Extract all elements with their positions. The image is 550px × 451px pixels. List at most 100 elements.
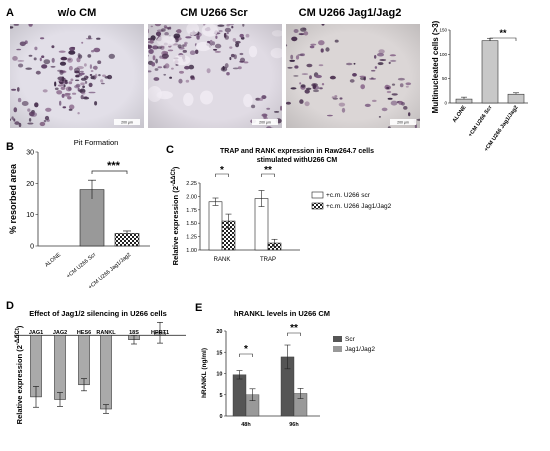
x-tick-label: TRAP <box>260 257 276 263</box>
x-tick-label: JAG1 <box>29 330 43 336</box>
cell <box>173 20 179 22</box>
chart-pit-formation: Pit Formation 0 10 20 30 % resorbed area ALONE… <box>8 138 150 291</box>
bar <box>100 335 112 410</box>
cell <box>424 118 427 122</box>
y-axis-label: Relative expression (2-ΔΔCt) <box>171 166 180 265</box>
significance-bracket <box>287 332 301 336</box>
panel-letter-a: A <box>6 7 14 19</box>
chart-hrankl-levels: hRANKL levels in U266 CM 0 5 10 15 20 hRANKL (… <box>201 309 375 428</box>
legend-swatch <box>333 346 342 352</box>
y-tick-label: 50 <box>442 76 448 81</box>
scale-bar <box>390 119 416 125</box>
cell <box>144 71 147 73</box>
x-tick-label: RANKL <box>96 330 116 336</box>
y-axis-label: % resorbed area <box>8 163 18 234</box>
y-tick-label: 20 <box>26 181 34 188</box>
y-tick-label: 2.00 <box>186 194 197 200</box>
cell <box>425 96 429 101</box>
scale-bar-label: 200 µm <box>397 121 409 125</box>
bar <box>455 98 473 104</box>
cell <box>2 37 9 41</box>
legend-swatch <box>311 202 324 210</box>
y-tick-label: 15 <box>216 350 222 356</box>
y-tick-label: 5 <box>219 393 222 399</box>
cell <box>304 19 309 23</box>
legend-swatch <box>333 336 342 342</box>
cell <box>276 129 280 134</box>
significance-bracket <box>91 170 128 174</box>
y-tick-label: 20 <box>216 329 222 335</box>
cell <box>23 143 26 145</box>
y-tick-label: 0 <box>444 101 447 106</box>
micrograph-strip: 200 µm 200 µm 200 µm <box>2 12 429 145</box>
scale-bar-label: 200 µm <box>259 121 271 125</box>
x-tick-label: JAG2 <box>53 330 67 336</box>
chart-subtitle: stimulated withU266 CM <box>257 157 338 164</box>
significance-label: * <box>220 165 224 176</box>
chart-title: hRANKL levels in U266 CM <box>234 309 330 318</box>
cell <box>404 131 408 133</box>
x-tick-label: ALONE <box>452 104 468 123</box>
cell <box>22 20 27 24</box>
cell <box>32 130 37 133</box>
micrograph-label-2: CM U266 Scr <box>180 7 248 19</box>
cell <box>241 19 244 24</box>
y-tick-label: 1.25 <box>186 235 197 241</box>
panel-letter-b: B <box>6 141 14 153</box>
legend-label: Scr <box>345 336 356 343</box>
cell <box>23 138 28 142</box>
cell <box>287 130 292 132</box>
micrograph-1: 200 µm <box>2 20 144 145</box>
legend-label: +c.m. U266 scr <box>326 192 371 199</box>
x-tick-label: RANK <box>214 257 231 263</box>
significance-label: *** <box>107 160 121 172</box>
significance-label: * <box>244 344 248 355</box>
y-tick-label: 100 <box>439 52 447 57</box>
chart-trap-rank-expression: TRAP and RANK expression in Raw264.7 cel… <box>171 148 392 265</box>
scale-bar <box>252 119 278 125</box>
legend-label: +c.m. U266 Jag1/Jag2 <box>326 203 392 210</box>
cell <box>281 130 286 134</box>
bar <box>481 40 499 104</box>
panel-letter-e: E <box>195 302 202 314</box>
significance-bracket <box>239 353 253 357</box>
significance-bracket <box>261 173 275 177</box>
significance-bracket <box>215 173 229 177</box>
y-tick-label: 150 <box>439 28 447 33</box>
y-axis-label: Relative expression (2-ΔΔCt) <box>15 325 24 424</box>
x-tick-label: 96h <box>289 422 299 428</box>
cell <box>281 139 283 143</box>
cell <box>244 132 248 135</box>
cell <box>160 12 167 17</box>
y-tick-label: 10 <box>26 212 34 219</box>
micrograph-2: 200 µm <box>144 12 292 145</box>
micrograph-3: 200 µm <box>286 19 429 141</box>
cell <box>144 36 146 39</box>
scale-bar-label: 200 µm <box>121 121 133 125</box>
x-tick-label: ALONE <box>44 252 62 269</box>
cell <box>274 143 277 145</box>
scale-bar <box>114 119 140 125</box>
cell <box>382 139 389 141</box>
cell <box>3 91 5 93</box>
significance-bracket <box>489 37 517 41</box>
x-tick-label: HES6 <box>77 330 91 336</box>
cell <box>235 20 240 23</box>
y-axis-label: Multinucleated cells (>3) <box>431 20 440 113</box>
cell <box>2 128 4 130</box>
x-tick-label: HPRT1 <box>151 330 169 336</box>
y-tick-label: 1.00 <box>186 248 197 254</box>
micrograph-label-1: w/o CM <box>57 7 97 19</box>
cell <box>43 130 49 134</box>
bar <box>78 335 90 386</box>
y-tick-label: 0 <box>219 414 222 420</box>
legend-swatch <box>311 191 324 199</box>
bar <box>232 374 247 417</box>
bar <box>507 93 525 104</box>
cell <box>160 21 163 23</box>
cell <box>4 22 10 26</box>
cell <box>173 16 176 18</box>
cell <box>20 132 27 137</box>
